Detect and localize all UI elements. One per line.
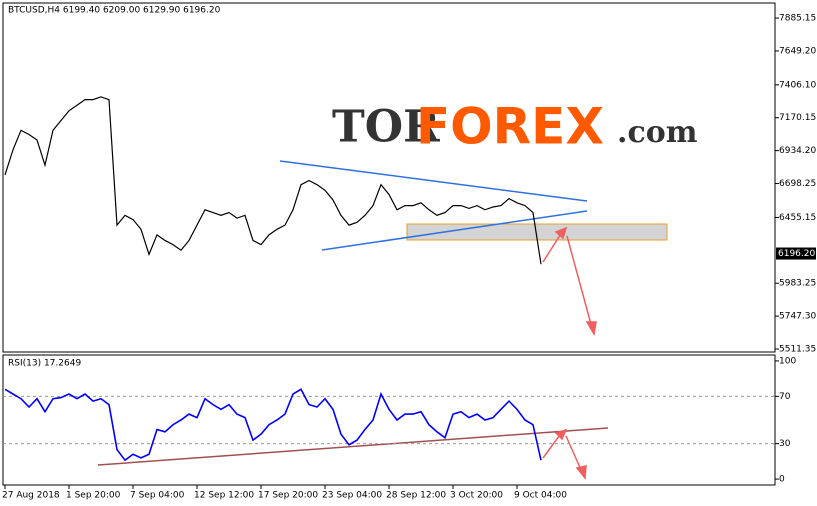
logo-tor: TOR	[332, 102, 440, 153]
y-tick-label: 6698.25	[779, 179, 816, 189]
forecast-arrows	[542, 226, 597, 480]
x-tick-label: 12 Sep 12:00	[194, 491, 254, 501]
y-tick-label: 7649.20	[779, 46, 816, 56]
header: BTCUSD,H4 6199.40 6209.00 6129.90 6196.2…	[8, 6, 221, 16]
rsi-header: RSI(13) 17.2649	[8, 359, 81, 369]
x-tick-label: 17 Sep 20:00	[258, 491, 318, 501]
x-tick-label: 1 Sep 20:00	[66, 491, 121, 501]
price-line	[4, 388, 542, 462]
y-tick-label: 5747.30	[779, 312, 816, 322]
x-tick-label: 23 Sep 04:00	[322, 491, 382, 501]
x-tick-label: 9 Oct 04:00	[514, 491, 567, 501]
x-tick-label: 28 Sep 12:00	[386, 491, 446, 501]
y-tick-label: 70	[779, 392, 791, 402]
y-tick-label: 7406.10	[779, 80, 816, 90]
y-tick-label: 7885.15	[779, 14, 816, 24]
y-tick-label: 100	[779, 356, 796, 366]
price-panel	[2, 2, 776, 353]
price-line	[4, 96, 542, 265]
current-price-box	[776, 247, 816, 260]
x-tick-label: 7 Sep 04:00	[130, 491, 185, 501]
y-tick-label: 5983.25	[779, 279, 816, 289]
logo: TOR FOREX .com	[332, 98, 698, 156]
rsi-trendline	[97, 427, 609, 466]
y-tick-label: 30	[779, 439, 791, 449]
logo-forex: FOREX	[416, 98, 604, 156]
y-tick-label: 6455.15	[779, 213, 816, 223]
y-tick-label: 5511.35	[779, 345, 816, 355]
trendline	[321, 210, 588, 251]
x-tick-label: 3 Oct 20:00	[450, 491, 503, 501]
rsi-panel	[2, 354, 776, 486]
y-tick-label: 7170.15	[779, 113, 816, 123]
y-tick-label: 0	[779, 475, 785, 485]
x-tick-label: 27 Aug 2018	[2, 491, 60, 501]
trendline	[279, 160, 588, 202]
current-price-label: 6196.20	[778, 249, 815, 259]
y-tick-label: 6934.20	[779, 146, 816, 156]
logo-com: .com	[617, 115, 698, 150]
